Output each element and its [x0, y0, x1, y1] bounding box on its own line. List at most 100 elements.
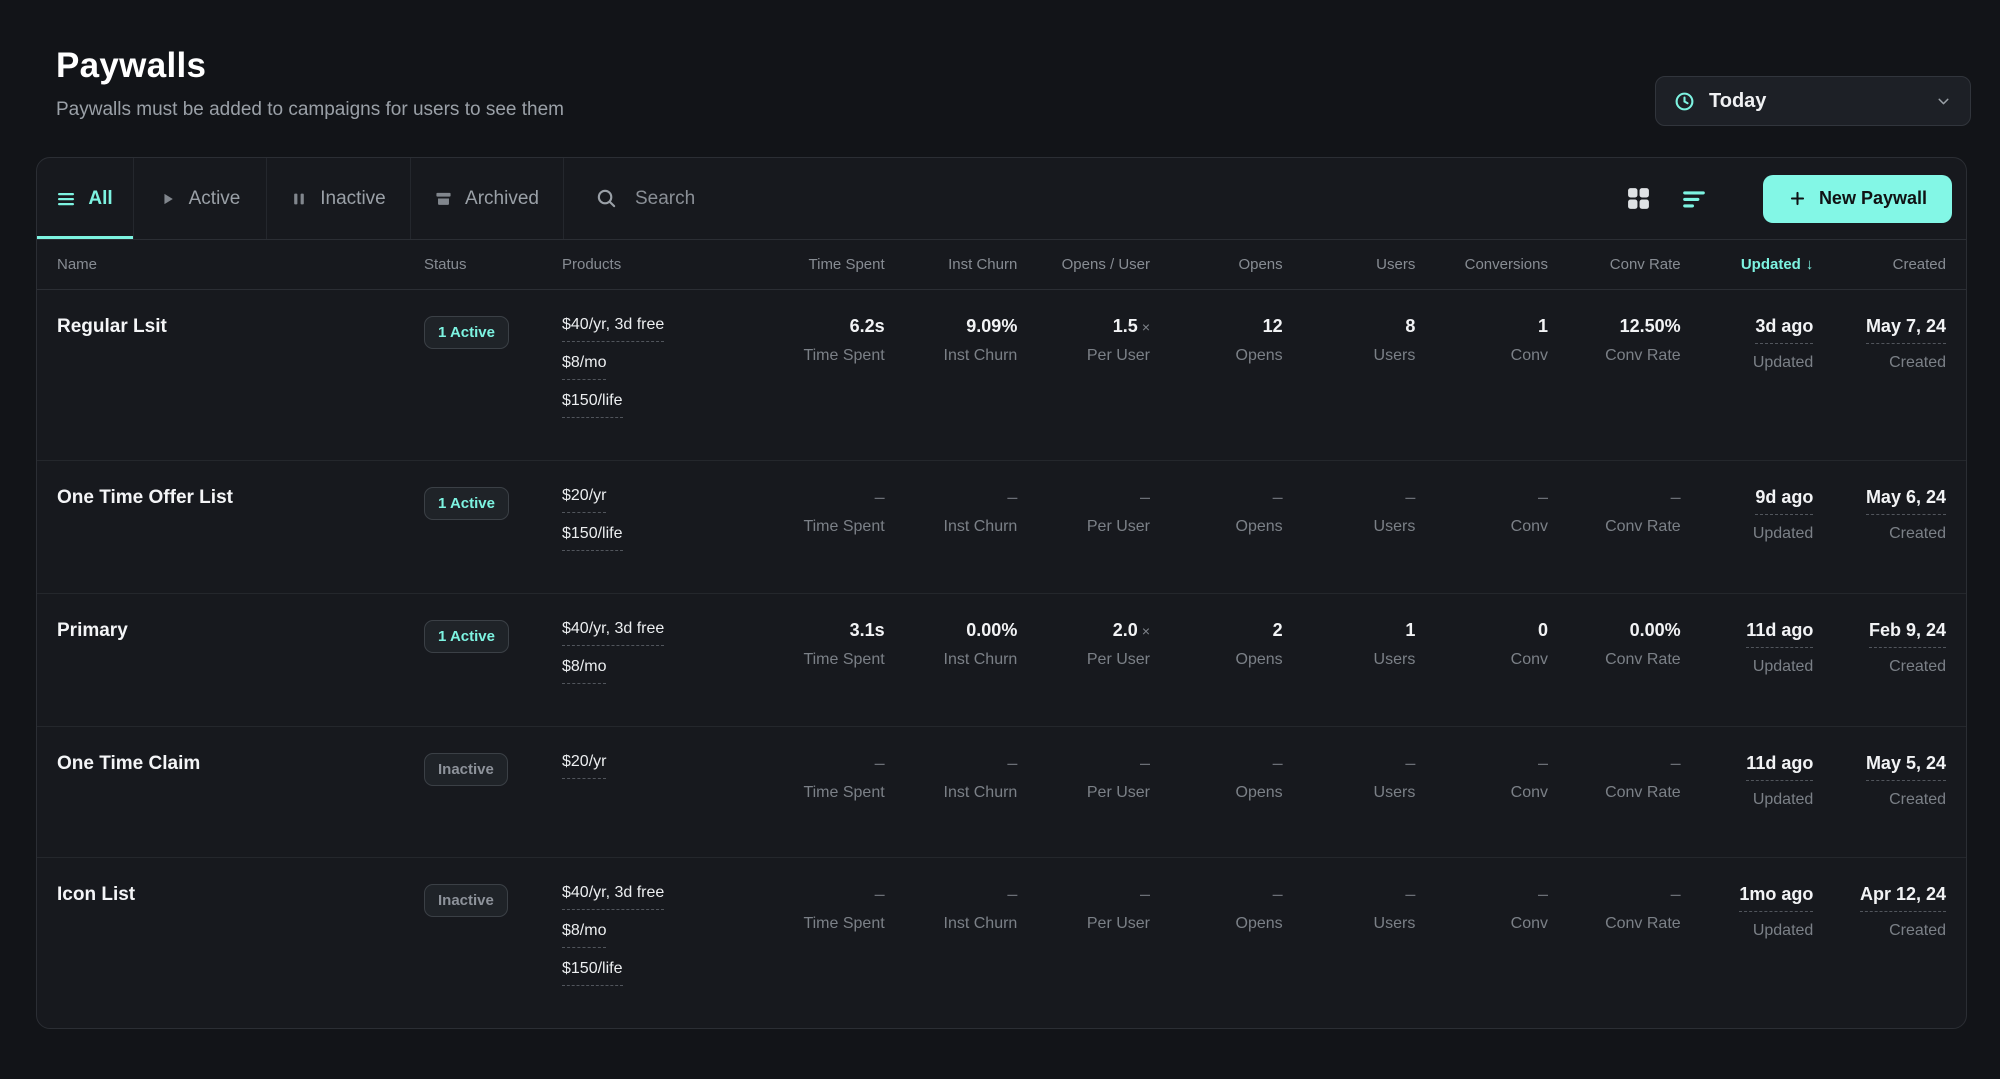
metric-cell: – Opens	[1150, 487, 1283, 563]
updated-label: Updated	[1752, 354, 1814, 371]
column-header-opens[interactable]: Opens	[1238, 256, 1283, 273]
metric-value: 0	[1537, 620, 1548, 640]
table-row[interactable]: Primary 1 Active $40/yr, 3d free $8/mo 3.…	[37, 594, 1966, 727]
page-header: Paywalls Paywalls must be added to campa…	[0, 0, 2000, 157]
tab-archived[interactable]: Archived	[411, 158, 564, 239]
product-item[interactable]: $40/yr, 3d free	[562, 316, 665, 342]
metric-cell: 1 Users	[1283, 620, 1416, 696]
product-item[interactable]: $40/yr, 3d free	[562, 884, 665, 910]
metric-label: Inst Churn	[943, 347, 1018, 364]
table-row[interactable]: Regular Lsit 1 Active $40/yr, 3d free $8/…	[37, 290, 1966, 461]
search-input[interactable]	[635, 187, 1055, 210]
name-cell: Regular Lsit	[57, 316, 424, 430]
metric-cell: – Conv	[1415, 884, 1548, 998]
created-label: Created	[1889, 791, 1946, 808]
metric-value: 8	[1405, 316, 1416, 336]
paywalls-panel: All Active Inactive Archived	[36, 157, 1967, 1029]
new-paywall-label: New Paywall	[1818, 188, 1927, 208]
column-header-inst-churn[interactable]: Inst Churn	[948, 256, 1018, 273]
product-item[interactable]: $150/life	[562, 525, 623, 551]
toolbar: All Active Inactive Archived	[37, 158, 1966, 240]
new-paywall-button[interactable]: New Paywall	[1762, 174, 1952, 223]
metric-value: –	[874, 487, 885, 507]
column-header-updated[interactable]: Updated ↓	[1681, 256, 1814, 273]
tab-active[interactable]: Active	[134, 158, 267, 239]
updated-value[interactable]: 11d ago	[1746, 620, 1814, 648]
metric-label: Opens	[1235, 784, 1283, 801]
tab-all-label: All	[88, 187, 113, 209]
created-value[interactable]: May 5, 24	[1865, 753, 1946, 781]
product-item[interactable]: $150/life	[562, 392, 623, 418]
updated-value[interactable]: 3d ago	[1755, 316, 1814, 344]
updated-value[interactable]: 9d ago	[1755, 487, 1814, 515]
column-header-conversions[interactable]: Conversions	[1464, 256, 1548, 273]
table-row[interactable]: Icon List Inactive $40/yr, 3d free $8/mo $…	[37, 858, 1966, 1028]
metric-value: –	[1272, 884, 1283, 904]
column-header-opens-user[interactable]: Opens / User	[1061, 256, 1150, 273]
column-header-created[interactable]: Created	[1892, 256, 1946, 273]
metric-cell: – Per User	[1017, 753, 1150, 827]
metric-cell: 0 Conv	[1415, 620, 1548, 696]
metric-value: –	[1272, 753, 1283, 773]
metric-value: –	[1537, 753, 1548, 773]
status-cell: 1 Active	[424, 620, 562, 696]
product-item[interactable]: $150/life	[562, 960, 623, 986]
metric-value: 12	[1262, 316, 1283, 336]
chevron-down-icon	[1935, 93, 1952, 110]
created-value[interactable]: May 7, 24	[1865, 316, 1946, 344]
product-row: $150/life	[562, 525, 752, 551]
product-item[interactable]: $8/mo	[562, 922, 607, 948]
grid-view-button[interactable]	[1626, 186, 1651, 211]
products-cell: $20/yr	[562, 753, 752, 827]
metric-label: Opens	[1235, 347, 1283, 364]
column-header-products[interactable]: Products	[562, 256, 622, 273]
metric-label: Users	[1373, 347, 1416, 364]
column-header-time-spent[interactable]: Time Spent	[808, 256, 885, 273]
table-row[interactable]: One Time Claim Inactive $20/yr – Time Spe…	[37, 727, 1966, 858]
list-view-button[interactable]	[1681, 186, 1707, 212]
metric-value: –	[1670, 753, 1681, 773]
metric-cell: – Per User	[1017, 487, 1150, 563]
created-value[interactable]: Apr 12, 24	[1859, 884, 1946, 912]
row-name: Primary	[57, 620, 128, 641]
updated-value[interactable]: 1mo ago	[1739, 884, 1814, 912]
status-badge: 1 Active	[424, 487, 509, 520]
created-cell: May 7, 24 Created	[1813, 316, 1946, 430]
product-item[interactable]: $40/yr, 3d free	[562, 620, 665, 646]
created-label: Created	[1889, 525, 1946, 542]
metric-label: Users	[1373, 518, 1416, 535]
column-header-status[interactable]: Status	[424, 256, 467, 273]
product-item[interactable]: $20/yr	[562, 487, 607, 513]
play-icon	[160, 191, 176, 207]
product-row: $40/yr, 3d free	[562, 620, 752, 646]
product-item[interactable]: $20/yr	[562, 753, 607, 779]
product-item[interactable]: $8/mo	[562, 658, 607, 684]
created-value[interactable]: May 6, 24	[1865, 487, 1946, 515]
updated-value[interactable]: 11d ago	[1746, 753, 1814, 781]
table-row[interactable]: One Time Offer List 1 Active $20/yr $150/…	[37, 461, 1966, 594]
sort-desc-icon: ↓	[1805, 256, 1814, 273]
metric-value: –	[1670, 884, 1681, 904]
status-cell: 1 Active	[424, 316, 562, 430]
column-header-name[interactable]: Name	[57, 256, 98, 273]
metric-cell: – Inst Churn	[885, 753, 1018, 827]
search-icon	[595, 187, 618, 210]
tab-all[interactable]: All	[37, 158, 134, 239]
metric-value: 2	[1272, 620, 1283, 640]
created-value[interactable]: Feb 9, 24	[1868, 620, 1946, 648]
metric-value: 1	[1405, 620, 1416, 640]
tab-active-label: Active	[188, 187, 241, 209]
tab-inactive[interactable]: Inactive	[267, 158, 411, 239]
column-header-users[interactable]: Users	[1376, 256, 1416, 273]
column-header-conv-rate[interactable]: Conv Rate	[1609, 256, 1681, 273]
metric-value: –	[1537, 884, 1548, 904]
date-filter-dropdown[interactable]: Today	[1655, 76, 1971, 126]
metric-label: Conv Rate	[1605, 518, 1681, 535]
metric-value: –	[1007, 884, 1018, 904]
metric-cell: – Opens	[1150, 884, 1283, 998]
metric-value: 12.50%	[1619, 316, 1681, 336]
metric-label: Time Spent	[803, 915, 885, 932]
product-row: $20/yr	[562, 487, 752, 513]
column-header-updated-label: Updated	[1740, 256, 1801, 273]
product-item[interactable]: $8/mo	[562, 354, 607, 380]
